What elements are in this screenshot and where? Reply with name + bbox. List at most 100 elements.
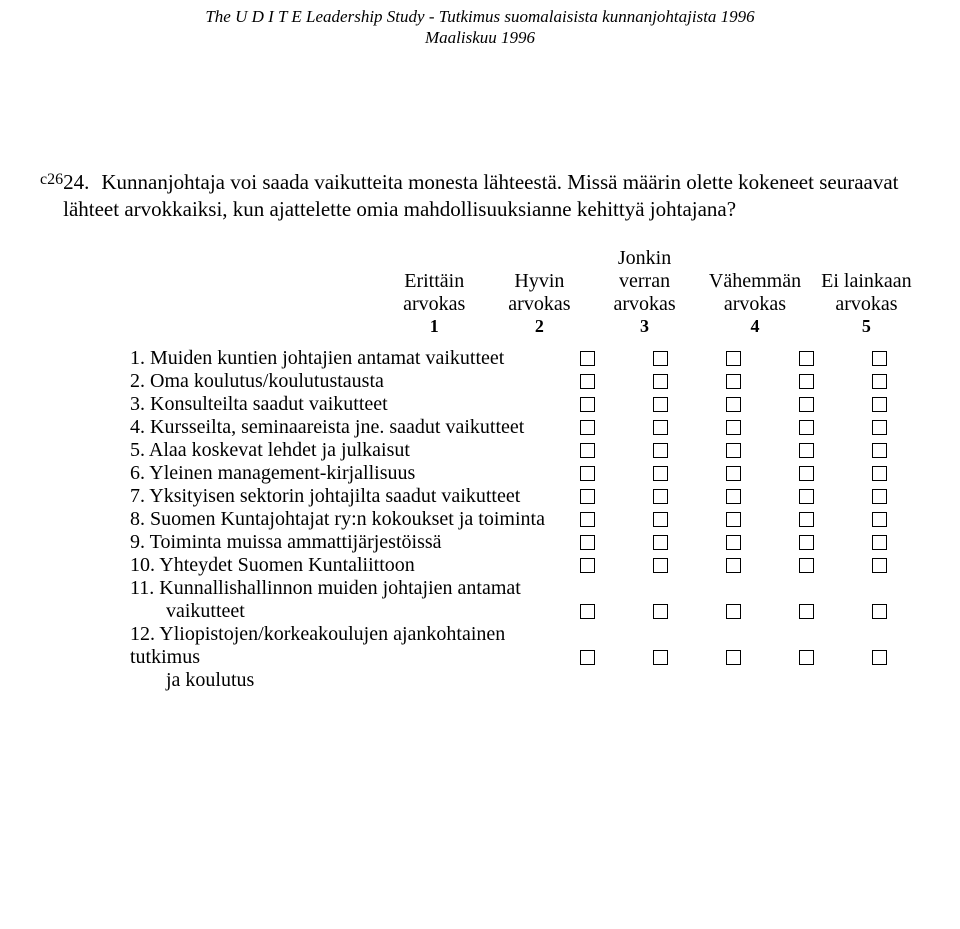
checkbox-item-2-col-4[interactable] [799,374,814,389]
checkbox-item-12-col-2[interactable] [653,650,668,665]
checkbox-item-2-col-2[interactable] [653,374,668,389]
checkbox-item-1-col-1[interactable] [580,351,595,366]
checkbox-item-10-col-1[interactable] [580,558,595,573]
checkbox-item-7-col-4[interactable] [799,489,814,504]
checkbox-row [570,370,887,393]
list-item: 7. Yksityisen sektorin johtajilta saadut… [130,485,560,508]
list-item: 6. Yleinen management-kirjallisuus [130,462,560,485]
checkbox-item-8-col-1[interactable] [580,512,595,527]
list-item: 12. Yliopistojen/korkeakoulujen ajankoht… [130,623,560,669]
checkbox-item-9-col-4[interactable] [799,535,814,550]
checkbox-row [570,485,887,508]
checkbox-item-7-col-1[interactable] [580,489,595,504]
checkbox-item-7-col-5[interactable] [872,489,887,504]
scale-col-2-line2: arvokas [487,293,592,316]
checkbox-item-2-col-3[interactable] [726,374,741,389]
checkbox-item-11-col-2[interactable] [653,604,668,619]
checkbox-item-4-col-1[interactable] [580,420,595,435]
page-header: The U D I T E Leadership Study - Tutkimu… [40,6,920,49]
checkbox-item-1-col-3[interactable] [726,351,741,366]
checkbox-item-8-col-4[interactable] [799,512,814,527]
checkbox-item-3-col-5[interactable] [872,397,887,412]
scale-col-1-line2: arvokas [382,293,487,316]
question-code: c26 [40,169,63,189]
scale-col-4-line1: Vähemmän [697,247,813,293]
checkbox-item-10-col-5[interactable] [872,558,887,573]
checkbox-item-7-col-3[interactable] [726,489,741,504]
checkbox-item-10-col-3[interactable] [726,558,741,573]
checkbox-item-9-col-2[interactable] [653,535,668,550]
scale-header: ErittäinHyvinJonkin verranVähemmänEi lai… [130,247,920,337]
checkbox-row [570,554,887,577]
checkbox-item-3-col-4[interactable] [799,397,814,412]
checkbox-item-6-col-2[interactable] [653,466,668,481]
scale-col-3-line1: Jonkin verran [592,247,697,293]
list-item: 2. Oma koulutus/koulutustausta [130,370,560,393]
checkbox-item-4-col-3[interactable] [726,420,741,435]
checkbox-item-1-col-2[interactable] [653,351,668,366]
scale-col-1-num: 1 [382,316,487,337]
checkbox-item-2-col-1[interactable] [580,374,595,389]
scale-col-1-line1: Erittäin [382,247,487,293]
list-item: 4. Kursseilta, seminaareista jne. saadut… [130,416,560,439]
checkbox-row [570,577,887,600]
checkbox-item-11-col-4[interactable] [799,604,814,619]
checkbox-row [570,531,887,554]
list-item: 11. Kunnallishallinnon muiden johtajien … [130,577,560,600]
checkbox-item-5-col-2[interactable] [653,443,668,458]
list-item: 10. Yhteydet Suomen Kuntaliittoon [130,554,560,577]
checkbox-item-10-col-4[interactable] [799,558,814,573]
checkbox-row [570,462,887,485]
checkbox-item-4-col-5[interactable] [872,420,887,435]
checkbox-item-4-col-2[interactable] [653,420,668,435]
checkbox-item-6-col-3[interactable] [726,466,741,481]
question-text: Kunnanjohtaja voi saada vaikutteita mone… [63,170,898,221]
checkbox-item-3-col-2[interactable] [653,397,668,412]
checkbox-item-6-col-4[interactable] [799,466,814,481]
list-item: 8. Suomen Kuntajohtajat ry:n kokoukset j… [130,508,560,531]
checkbox-item-6-col-1[interactable] [580,466,595,481]
list-item-cont: vaikutteet [130,600,560,623]
checkbox-item-3-col-3[interactable] [726,397,741,412]
checkbox-row [570,416,887,439]
checkbox-item-11-col-1[interactable] [580,604,595,619]
checkbox-item-12-col-3[interactable] [726,650,741,665]
checkbox-item-8-col-3[interactable] [726,512,741,527]
scale-col-4-line2: arvokas [697,293,813,316]
checkbox-item-11-col-5[interactable] [872,604,887,619]
checkbox-item-6-col-5[interactable] [872,466,887,481]
checkbox-item-11-col-3[interactable] [726,604,741,619]
scale-col-5-line2: arvokas [813,293,920,316]
checkbox-item-1-col-4[interactable] [799,351,814,366]
scale-col-5-num: 5 [813,316,920,337]
checkbox-item-5-col-5[interactable] [872,443,887,458]
checkbox-item-10-col-2[interactable] [653,558,668,573]
checkbox-item-12-col-4[interactable] [799,650,814,665]
scale-col-2-line1: Hyvin [487,247,592,293]
scale-col-4-num: 4 [697,316,813,337]
checkbox-item-9-col-1[interactable] [580,535,595,550]
checkbox-item-8-col-5[interactable] [872,512,887,527]
list-item: 9. Toiminta muissa ammattijärjestöissä [130,531,560,554]
checkbox-item-12-col-1[interactable] [580,650,595,665]
checkbox-item-4-col-4[interactable] [799,420,814,435]
checkbox-item-9-col-5[interactable] [872,535,887,550]
header-line-2: Maaliskuu 1996 [40,27,920,48]
checkbox-item-5-col-3[interactable] [726,443,741,458]
list-item: 3. Konsulteilta saadut vaikutteet [130,393,560,416]
items-list: 1. Muiden kuntien johtajien antamat vaik… [130,347,570,692]
checkbox-item-9-col-3[interactable] [726,535,741,550]
checkbox-item-12-col-5[interactable] [872,650,887,665]
checkbox-item-5-col-4[interactable] [799,443,814,458]
header-line-1: The U D I T E Leadership Study - Tutkimu… [40,6,920,27]
checkbox-item-2-col-5[interactable] [872,374,887,389]
list-item: 1. Muiden kuntien johtajien antamat vaik… [130,347,560,370]
checkbox-item-1-col-5[interactable] [872,351,887,366]
checkbox-item-8-col-2[interactable] [653,512,668,527]
checkbox-row [570,646,887,669]
checkbox-item-7-col-2[interactable] [653,489,668,504]
checkbox-item-5-col-1[interactable] [580,443,595,458]
checkbox-row [570,600,887,623]
checkbox-item-3-col-1[interactable] [580,397,595,412]
question-number: 24. [63,170,89,194]
